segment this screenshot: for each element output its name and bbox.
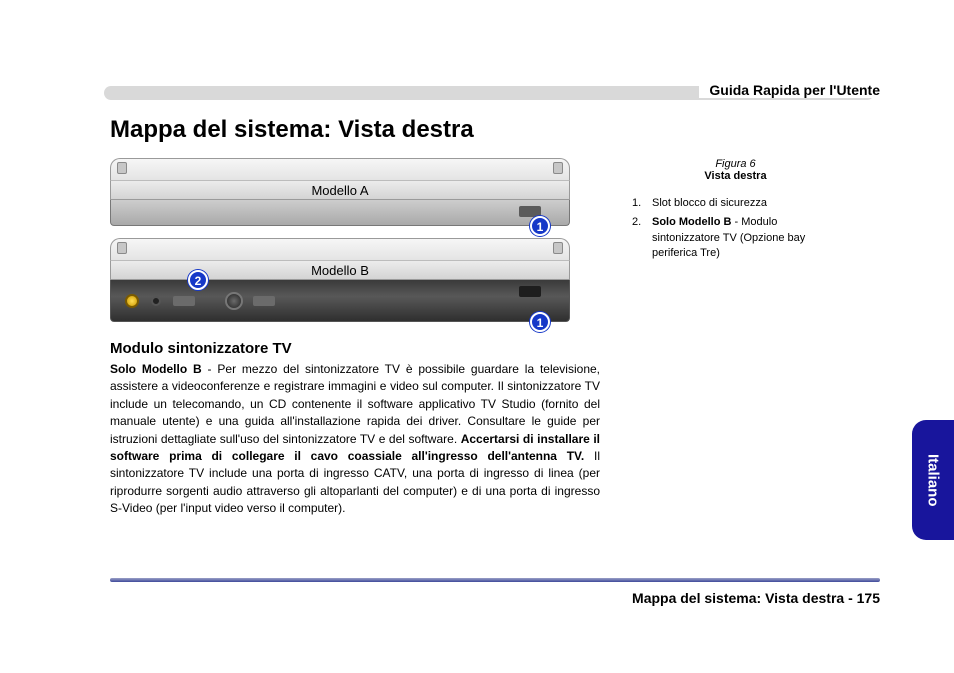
legend-bold: Solo Modello B (652, 216, 731, 228)
language-tab-label: Italiano (925, 454, 942, 507)
page-title: Mappa del sistema: Vista destra (110, 116, 880, 144)
legend-item: 1. Slot blocco di sicurezza (632, 196, 843, 211)
device-model-b: Modello B 2 1 (110, 238, 570, 322)
port-label2-icon (253, 296, 275, 306)
header-guide-title: Guida Rapida per l'Utente (699, 82, 880, 98)
device-b-side (110, 280, 570, 322)
figure-area: Modello A 1 Modello B (110, 158, 600, 322)
legend-item: 2. Solo Modello B - Modulo sintonizzator… (632, 215, 843, 261)
section-heading: Modulo sintonizzatore TV (110, 340, 600, 357)
callout-2-model-b: 2 (188, 270, 208, 290)
figure-legend: 1. Slot blocco di sicurezza 2. Solo Mode… (628, 196, 843, 262)
line-in-port-icon (151, 296, 161, 306)
catv-port-icon (125, 294, 139, 308)
figure-number: Figura 6 (628, 158, 843, 170)
device-a-side (110, 200, 570, 226)
figure-title: Vista destra (628, 170, 843, 182)
svideo-port-icon (225, 292, 243, 310)
device-a-label: Modello A (110, 180, 570, 200)
device-a-lid (110, 158, 570, 180)
language-tab: Italiano (912, 420, 954, 540)
port-label-icon (173, 296, 195, 306)
device-model-a: Modello A 1 (110, 158, 570, 226)
footer-rule (110, 578, 880, 582)
footer-text: Mappa del sistema: Vista destra - 175 (110, 590, 880, 606)
security-slot-b-icon (519, 286, 541, 297)
header-bar: Guida Rapida per l'Utente (110, 80, 880, 108)
callout-1-model-a: 1 (530, 216, 550, 236)
legend-num: 1. (632, 196, 644, 211)
device-b-lid (110, 238, 570, 260)
legend-text: Solo Modello B - Modulo sintonizzatore T… (652, 215, 843, 261)
figure-caption: Figura 6 Vista destra (628, 158, 843, 182)
section-body: Solo Modello B - Per mezzo del sintonizz… (110, 361, 600, 518)
legend-num: 2. (632, 215, 644, 261)
device-b-label: Modello B (110, 260, 570, 280)
legend-text: Slot blocco di sicurezza (652, 196, 767, 211)
lead-bold: Solo Modello B (110, 362, 202, 376)
callout-1-model-b: 1 (530, 312, 550, 332)
